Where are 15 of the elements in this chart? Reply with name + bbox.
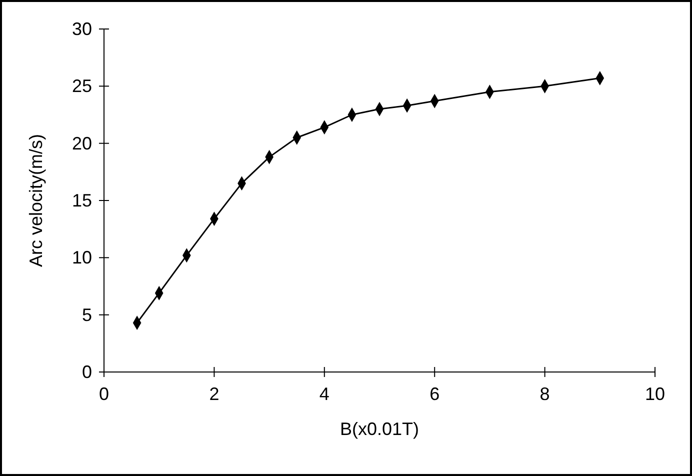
y-tick-label: 15 xyxy=(72,190,92,210)
y-tick-label: 25 xyxy=(72,76,92,96)
x-tick-label: 0 xyxy=(98,384,110,404)
x-tick-label: 4 xyxy=(319,384,330,404)
y-tick-label: 5 xyxy=(82,304,92,325)
x-tick-label: 6 xyxy=(430,384,440,404)
y-tick-label: 20 xyxy=(72,133,92,154)
y-tick-label: 30 xyxy=(72,19,92,39)
y-axis-title: Arc velocity(m/s) xyxy=(26,134,46,268)
x-tick-label: 2 xyxy=(209,384,220,404)
y-tick-label: 10 xyxy=(72,248,92,268)
y-tick-label: 0 xyxy=(82,362,92,382)
x-tick-label: 10 xyxy=(644,384,666,404)
x-tick-label: 8 xyxy=(540,384,550,404)
x-axis-title: B(x0.01T) xyxy=(340,419,420,439)
